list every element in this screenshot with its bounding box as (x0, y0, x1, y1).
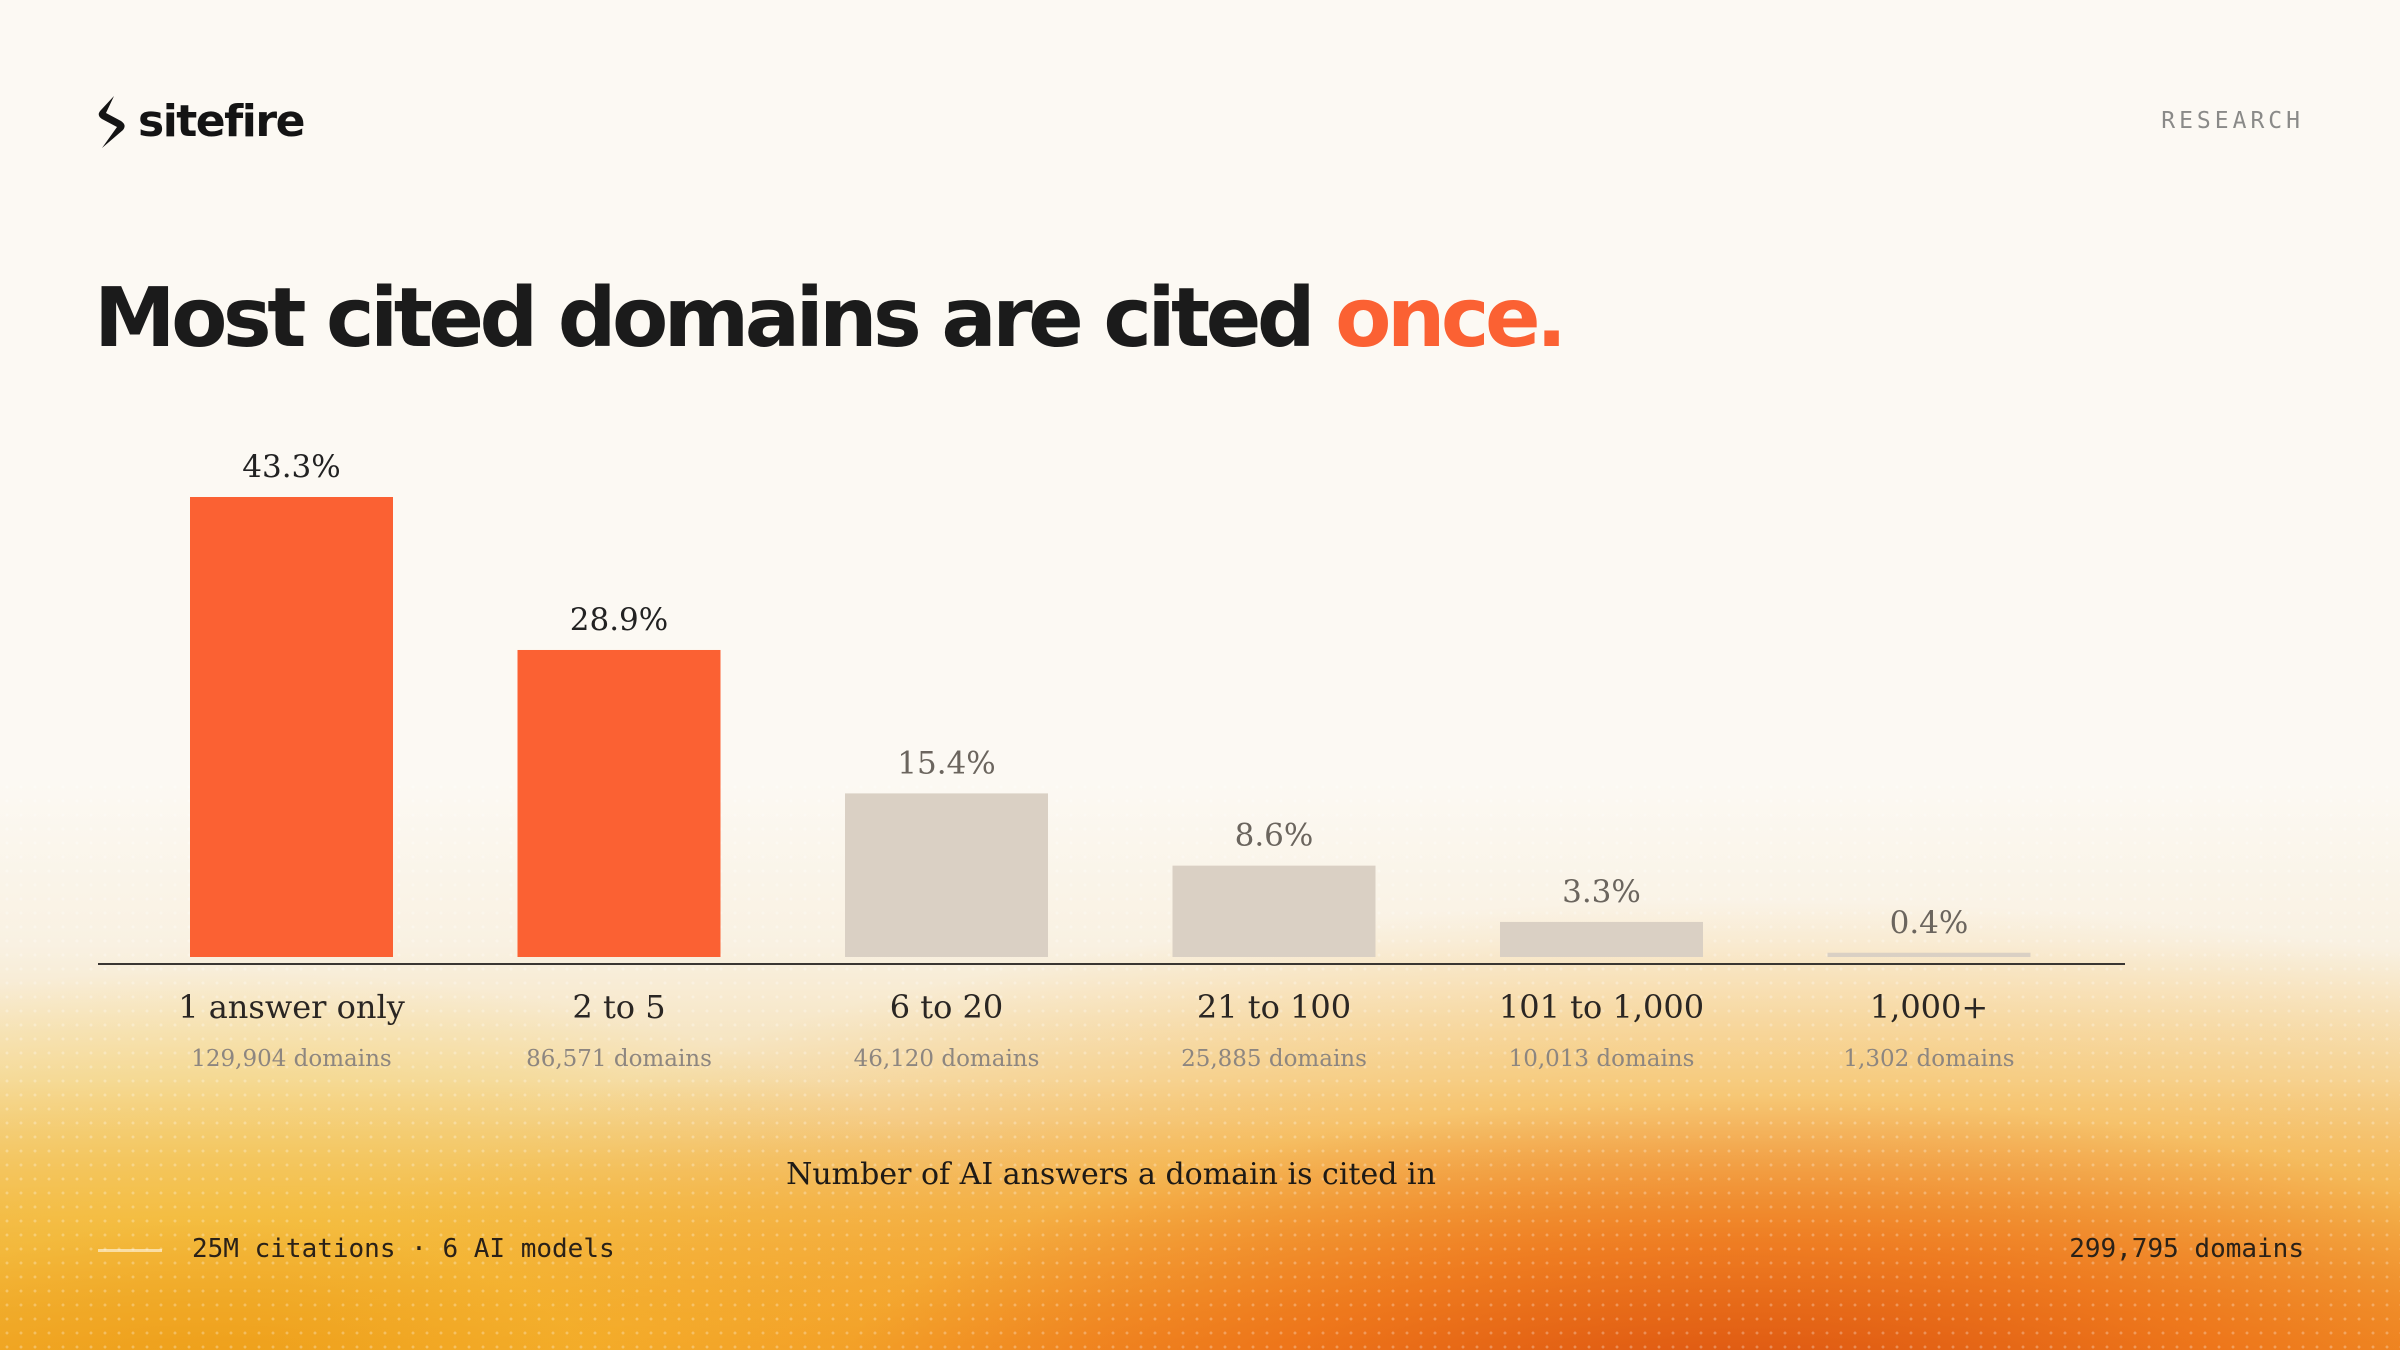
data-label: 28.9% (570, 602, 668, 638)
bar (845, 793, 1048, 957)
category-label: 6 to 20 (890, 988, 1004, 1026)
bar-chart: 43.3% 1 answer only 129,904 domains 28.9% 2 … (98, 449, 2125, 1192)
domain-count-label: 86,571 domains (526, 1046, 712, 1072)
title-accent: once. (1335, 271, 1567, 366)
bar (190, 497, 393, 957)
brand-logo: sitefire (94, 96, 305, 148)
category-label: 1,000+ (1870, 988, 1988, 1026)
bar (517, 649, 721, 957)
data-label: 43.3% (242, 449, 340, 485)
data-label: 8.6% (1235, 818, 1314, 854)
x-axis-label: Number of AI answers a domain is cited i… (786, 1157, 1436, 1192)
footer-divider (98, 1249, 162, 1252)
category-label: 2 to 5 (572, 988, 665, 1026)
page-title: Most cited domains are cited once. (94, 278, 1567, 360)
bar (1500, 921, 1703, 957)
data-label: 0.4% (1890, 905, 1969, 941)
brand-name: sitefire (138, 96, 305, 147)
footer-domain-count: 299,795 domains (2069, 1234, 2304, 1264)
data-label: 15.4% (897, 745, 995, 781)
section-tag: RESEARCH (2161, 108, 2304, 134)
title-main: Most cited domains are cited (94, 271, 1336, 366)
data-label: 3.3% (1562, 874, 1641, 910)
category-label: 21 to 100 (1197, 988, 1351, 1026)
domain-count-label: 25,885 domains (1181, 1046, 1367, 1072)
domain-count-label: 1,302 domains (1843, 1046, 2014, 1072)
domain-count-label: 129,904 domains (191, 1046, 392, 1072)
bar (1827, 952, 2031, 957)
s-bolt-logo-icon (98, 96, 125, 148)
category-label: 1 answer only (178, 988, 405, 1026)
category-label: 101 to 1,000 (1499, 988, 1704, 1026)
domain-count-label: 46,120 domains (854, 1046, 1040, 1072)
domain-count-label: 10,013 domains (1509, 1046, 1695, 1072)
footer-stats: 25M citations · 6 AI models (192, 1234, 615, 1264)
bar (1172, 865, 1376, 957)
